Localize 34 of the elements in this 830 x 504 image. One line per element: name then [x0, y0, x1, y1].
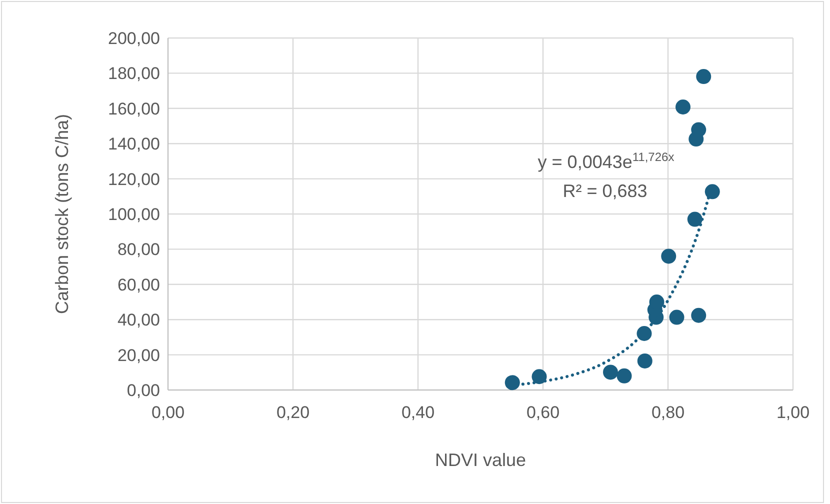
point: [649, 294, 664, 310]
point: [603, 364, 618, 380]
y-tick-label: 40,00: [117, 310, 160, 330]
point: [696, 69, 712, 84]
y-tick-label: 80,00: [117, 240, 160, 260]
x-tick-label: 0,00: [151, 403, 185, 422]
y-tick-label: 120,00: [108, 170, 160, 189]
x-tick-label: 0,80: [651, 403, 685, 422]
y-axis-title: Carbon stock (tons C/ha): [52, 114, 72, 314]
x-tick-label: 0,60: [526, 403, 560, 422]
y-tick-label: 0,00: [126, 380, 160, 400]
point: [669, 310, 684, 325]
x-tick-label: 1,00: [776, 403, 810, 422]
x-axis-title: NDVI value: [434, 450, 526, 470]
point: [637, 353, 652, 368]
x-tick-label: 0,40: [401, 403, 435, 422]
y-tick-label: 140,00: [108, 134, 160, 154]
y-tick-label: 200,00: [108, 28, 160, 48]
y-tick-label: 160,00: [108, 99, 160, 118]
point: [691, 122, 706, 138]
point: [504, 375, 520, 390]
point: [616, 368, 632, 384]
point: [676, 99, 690, 114]
point: [691, 308, 706, 323]
point: [661, 248, 676, 264]
y-tick-label: 180,00: [108, 64, 160, 84]
y-tick-label: 20,00: [117, 346, 160, 365]
annotation: R² = 0,683: [562, 181, 648, 201]
y-tick-label: 60,00: [117, 275, 160, 294]
y-tick-label: 100,00: [108, 204, 160, 224]
x-tick-label: 0,20: [276, 403, 310, 422]
point: [687, 212, 702, 227]
point: [532, 369, 547, 384]
annotation: y = 0,0043e$^{11,726x}$: [538, 150, 674, 172]
